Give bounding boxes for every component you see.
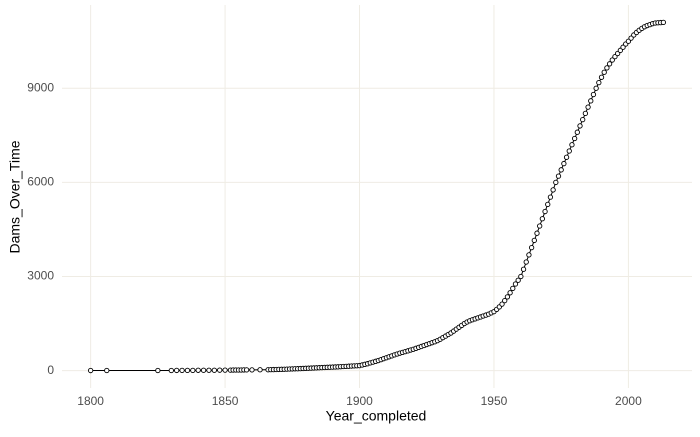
- data-point: [606, 61, 613, 67]
- x-axis-title: Year_completed: [326, 408, 427, 424]
- data-point: [528, 244, 535, 251]
- y-tick-label: 3000: [27, 269, 54, 283]
- data-point: [601, 69, 607, 75]
- data-point: [515, 277, 521, 283]
- data-point: [195, 367, 201, 373]
- x-tick-label: 1850: [212, 394, 239, 408]
- data-point: [580, 116, 586, 123]
- data-point: [574, 129, 580, 135]
- data-point: [518, 273, 524, 280]
- data-point: [539, 216, 546, 222]
- data-point: [504, 294, 511, 300]
- data-point: [590, 91, 597, 98]
- data-point: [563, 154, 570, 160]
- data-point: [155, 367, 161, 374]
- x-tick-label: 1950: [481, 394, 508, 408]
- data-point: [545, 201, 551, 207]
- data-point: [555, 173, 562, 179]
- data-point: [257, 367, 263, 373]
- data-point: [566, 148, 572, 154]
- data-point: [593, 85, 599, 91]
- x-tick-label: 2000: [615, 394, 642, 408]
- x-tick-label: 1900: [346, 394, 373, 408]
- data-point: [243, 367, 250, 373]
- data-point: [184, 367, 191, 374]
- data-point: [553, 179, 559, 186]
- data-point: [577, 123, 583, 129]
- data-point: [596, 79, 602, 86]
- data-point: [87, 367, 94, 374]
- data-point: [499, 301, 505, 307]
- data-point: [502, 297, 508, 304]
- data-point: [104, 367, 110, 374]
- data-point: [558, 167, 564, 173]
- y-tick-label: 9000: [27, 80, 54, 94]
- data-point: [550, 187, 556, 193]
- data-point: [520, 266, 527, 272]
- data-point: [211, 367, 217, 373]
- data-point: [174, 367, 180, 374]
- data-point: [609, 57, 615, 63]
- data-point: [660, 19, 667, 26]
- data-point: [222, 367, 228, 373]
- data-point: [534, 230, 540, 236]
- y-tick-label: 6000: [27, 175, 54, 189]
- data-point: [598, 74, 605, 80]
- x-tick-label: 1800: [77, 394, 104, 408]
- data-point: [569, 142, 575, 148]
- data-point: [547, 194, 554, 200]
- data-point: [249, 367, 255, 373]
- data-point: [582, 110, 589, 117]
- data-point: [526, 252, 532, 258]
- data-point: [561, 160, 567, 167]
- y-tick-label: 0: [47, 363, 54, 377]
- data-point: [190, 367, 196, 373]
- data-point: [206, 367, 212, 373]
- data-point: [507, 290, 513, 296]
- data-point: [217, 367, 223, 373]
- data-point: [604, 65, 610, 71]
- data-point: [537, 223, 543, 229]
- data-point: [510, 285, 516, 292]
- y-axis-title: Dams_Over_Time: [7, 140, 23, 253]
- data-point: [512, 281, 519, 287]
- data-point: [542, 208, 548, 215]
- data-point: [168, 367, 174, 374]
- data-point: [585, 104, 591, 110]
- data-point: [571, 135, 578, 142]
- data-point: [200, 367, 207, 373]
- data-point: [523, 259, 529, 265]
- data-point: [179, 367, 185, 374]
- data-point: [588, 98, 594, 104]
- series-line: [90, 21, 664, 372]
- data-point: [531, 237, 537, 244]
